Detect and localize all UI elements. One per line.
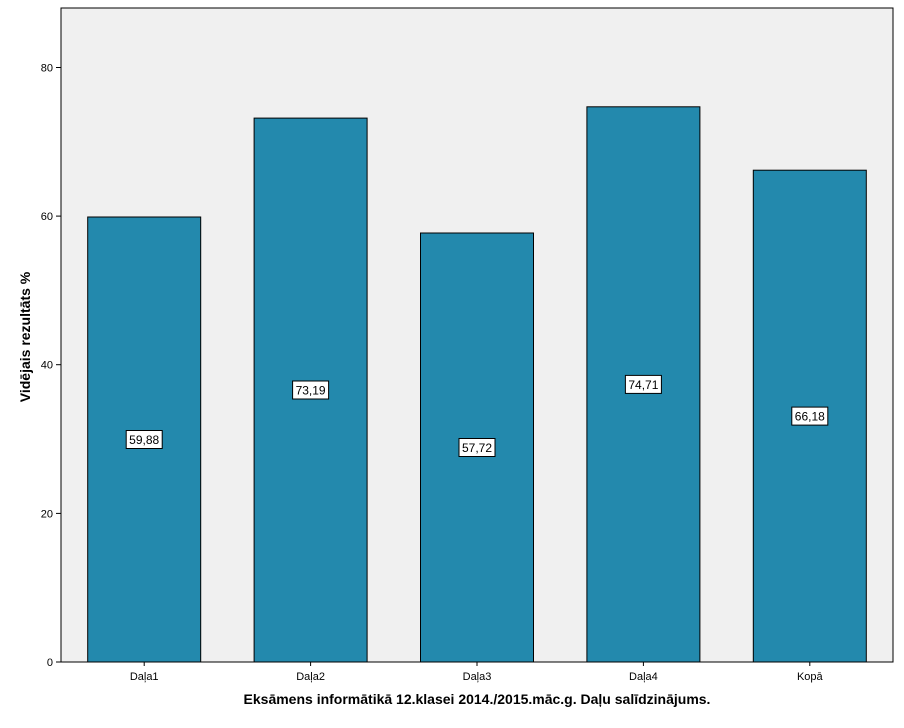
axes-group: Daļa1 Daļa2 Daļa3 Daļa4 Kopā 0 20 40 60 80 xyxy=(41,63,824,684)
y-tick-label-2: 20 xyxy=(41,508,53,520)
data-label-box-1 xyxy=(125,430,163,449)
x-tick-label-2: Daļa2 xyxy=(296,671,325,683)
y-axis-title: Vidējais rezultāts % xyxy=(17,271,33,402)
data-label-box-4 xyxy=(624,374,662,394)
x-tick-label-5: Kopā xyxy=(797,671,824,683)
data-label-5: 66,18 xyxy=(795,410,825,424)
data-label-box-5 xyxy=(791,406,829,426)
data-label-box-2 xyxy=(292,380,330,400)
x-tick-label-3: Daļa3 xyxy=(463,671,492,683)
data-label-4: 74,71 xyxy=(628,378,658,392)
data-label-2: 73,19 xyxy=(296,384,326,398)
data-label-1: 59,88 xyxy=(129,433,159,447)
data-label-3: 57,72 xyxy=(462,441,492,455)
x-tick-label-4: Daļa4 xyxy=(629,671,658,683)
y-tick-label-5: 80 xyxy=(41,63,53,75)
y-tick-label-1: 0 xyxy=(47,657,53,669)
x-tick-label-1: Daļa1 xyxy=(130,671,159,683)
data-labels-group: 59,88 73,19 57,72 74,71 66,18 xyxy=(125,374,829,457)
data-label-box-3 xyxy=(458,438,496,457)
y-tick-label-3: 40 xyxy=(41,360,53,372)
x-axis-title: Eksāmens informātikā 12.klasei 2014./201… xyxy=(244,691,711,707)
y-tick-label-4: 60 xyxy=(41,211,53,223)
